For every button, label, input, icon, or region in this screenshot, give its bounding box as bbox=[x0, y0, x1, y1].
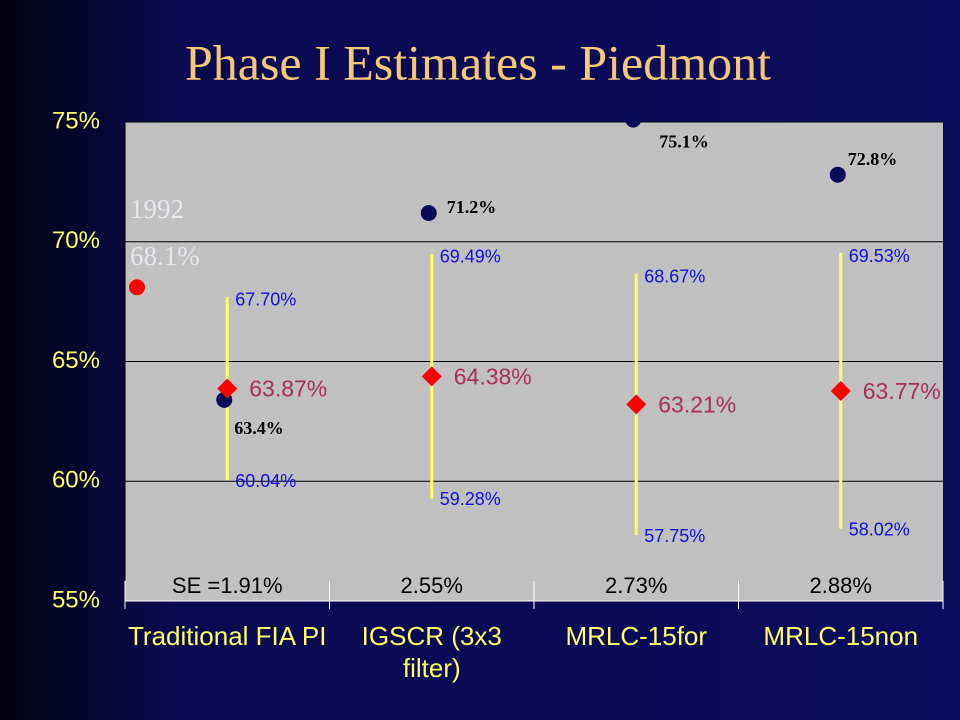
se-label: SE =1.91% bbox=[172, 573, 283, 598]
observed-label: 71.2% bbox=[447, 197, 497, 217]
estimate-diamond bbox=[830, 380, 851, 401]
estimate-diamond bbox=[421, 366, 442, 387]
y-tick-label: 60% bbox=[52, 467, 100, 494]
estimate-diamond bbox=[626, 394, 647, 415]
upper-label: 68.67% bbox=[644, 266, 705, 286]
estimate-label: 63.87% bbox=[249, 376, 327, 402]
chart-title: Phase I Estimates - Piedmont bbox=[185, 34, 771, 90]
se-label: 2.88% bbox=[810, 573, 872, 598]
x-tick-label: MRLC-15for bbox=[565, 621, 708, 651]
upper-label: 69.53% bbox=[849, 246, 910, 266]
observed-dot bbox=[625, 111, 642, 128]
upper-label: 67.70% bbox=[235, 290, 296, 310]
observed-label: 75.1% bbox=[659, 132, 709, 152]
estimate-label: 63.21% bbox=[658, 391, 736, 417]
y-tick-label: 70% bbox=[52, 227, 100, 254]
y-tick-label: 65% bbox=[52, 347, 100, 374]
observed-dot bbox=[829, 166, 846, 183]
se-label: 2.73% bbox=[605, 573, 667, 598]
x-tick-label: MRLC-15non bbox=[763, 621, 919, 651]
x-tick-label: IGSCR (3x3 filter) bbox=[361, 621, 502, 683]
y-tick-label: 75% bbox=[52, 107, 100, 134]
lower-label: 60.04% bbox=[235, 471, 296, 491]
lower-label: 58.02% bbox=[849, 519, 910, 539]
observed-label: 63.4% bbox=[234, 418, 284, 438]
reference-year: 1992 bbox=[130, 194, 184, 224]
lower-label: 59.28% bbox=[440, 489, 501, 509]
estimate-diamond bbox=[217, 378, 238, 399]
se-label: 2.55% bbox=[401, 573, 463, 598]
y-tick-label: 55% bbox=[52, 586, 100, 613]
reference-dot bbox=[129, 279, 145, 296]
observed-dot bbox=[420, 205, 437, 222]
observed-label: 72.8% bbox=[848, 149, 898, 169]
estimate-label: 64.38% bbox=[454, 363, 532, 389]
estimate-label: 63.77% bbox=[863, 378, 941, 404]
upper-label: 69.49% bbox=[440, 247, 501, 267]
reference-label: 68.1% bbox=[130, 241, 200, 271]
lower-label: 57.75% bbox=[644, 526, 705, 546]
x-tick-label: Traditional FIA PI bbox=[128, 621, 327, 651]
